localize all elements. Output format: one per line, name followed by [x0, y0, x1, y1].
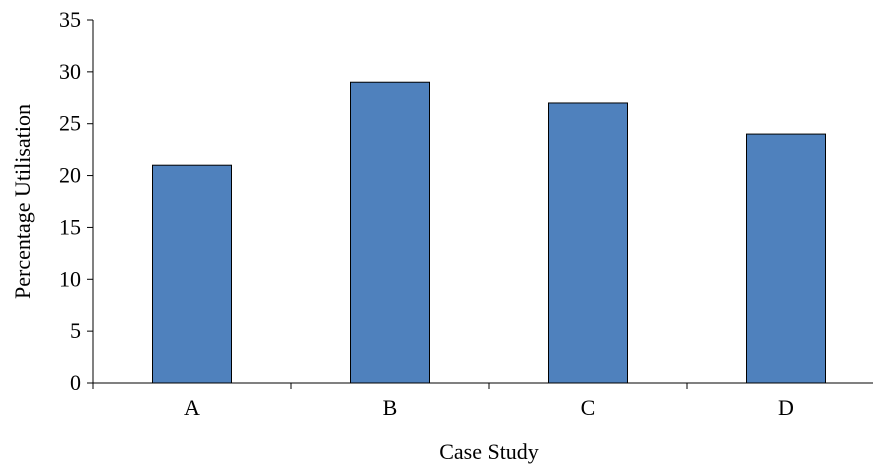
y-tick-label: 5	[70, 318, 81, 343]
x-tick-label: B	[383, 395, 398, 420]
x-axis-title: Case Study	[439, 439, 539, 464]
y-tick-label: 15	[59, 214, 81, 239]
bar-d	[746, 133, 826, 384]
y-tick-label: 30	[59, 59, 81, 84]
y-tick-label: 35	[59, 7, 81, 32]
x-tick-label: A	[184, 395, 200, 420]
y-tick-label: 10	[59, 266, 81, 291]
bar-c	[548, 102, 628, 384]
y-tick-label: 0	[70, 370, 81, 395]
x-axis-ticks: A B C D	[92, 383, 794, 420]
bar-a	[152, 164, 232, 384]
y-tick-label: 20	[59, 163, 81, 188]
y-axis-title: Percentage Utilisation	[10, 104, 35, 299]
y-axis-ticks: 0 5 10 15 20 25 30 35	[59, 7, 93, 395]
x-tick-label: C	[581, 395, 596, 420]
bar-b	[350, 81, 430, 384]
y-tick-label: 25	[59, 111, 81, 136]
bars	[152, 81, 826, 384]
x-tick-label: D	[778, 395, 794, 420]
